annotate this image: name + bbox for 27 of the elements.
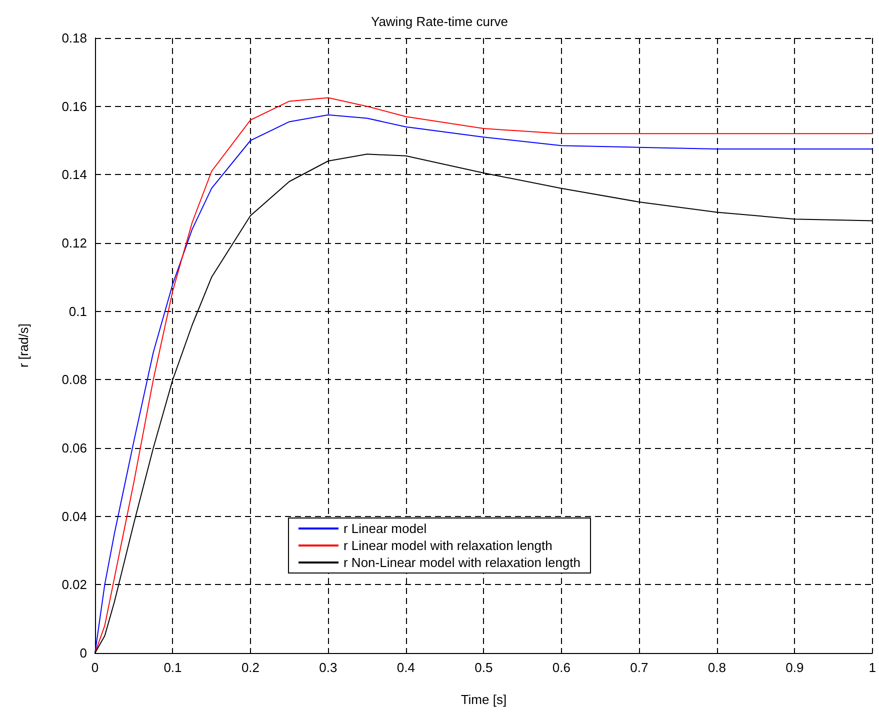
x-tick-label: 0.5 [474,660,493,675]
x-tick-label: 1 [868,660,876,675]
y-tick-label: 0.08 [62,372,87,388]
x-tick-label: 0.4 [396,660,415,675]
x-tick-label: 0.1 [164,660,182,675]
x-tick-label: 0.7 [630,660,648,675]
legend-label: r Linear model with relaxation length [343,538,552,553]
x-tick-label: 0.3 [319,660,338,675]
y-tick-label: 0.02 [62,577,87,592]
y-tick-label: 0.18 [62,30,87,46]
x-tick-label: 0.2 [241,660,260,675]
x-tick-label: 0.9 [786,660,804,675]
y-tick-label: 0.04 [62,508,87,524]
x-axis-title: Time [s] [460,692,507,707]
chart-title: Yawing Rate-time curve [370,14,508,29]
x-tick-label: 0 [91,660,99,675]
y-tick-label: 0.14 [62,167,87,182]
y-tick-label: 0.1 [68,304,87,319]
x-tick-label: 0.8 [708,660,726,675]
y-tick-label: 0.16 [62,98,87,114]
legend-label: r Non-Linear model with relaxation length [343,555,581,570]
x-tick-label: 0.6 [552,660,570,675]
y-tick-label: 0 [80,646,87,660]
y-tick-label: 0.12 [62,236,87,250]
y-axis-title: r [rad/s] [16,323,31,368]
y-tick-label: 0.06 [62,440,87,456]
legend-label: r Linear model [343,521,427,536]
